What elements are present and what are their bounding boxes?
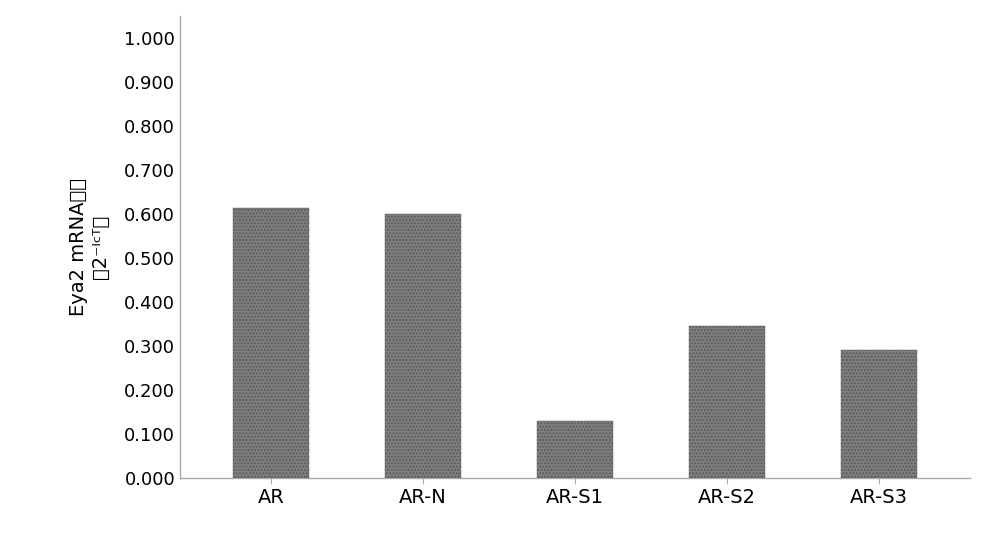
Bar [841, 350, 917, 478]
Bar [689, 326, 765, 478]
Bar [233, 207, 309, 478]
Bar [385, 214, 461, 478]
Y-axis label: Eya2 mRNA表达
（2⁻ᴵᶜᵀ）: Eya2 mRNA表达 （2⁻ᴵᶜᵀ） [69, 178, 110, 316]
Bar [537, 421, 613, 478]
